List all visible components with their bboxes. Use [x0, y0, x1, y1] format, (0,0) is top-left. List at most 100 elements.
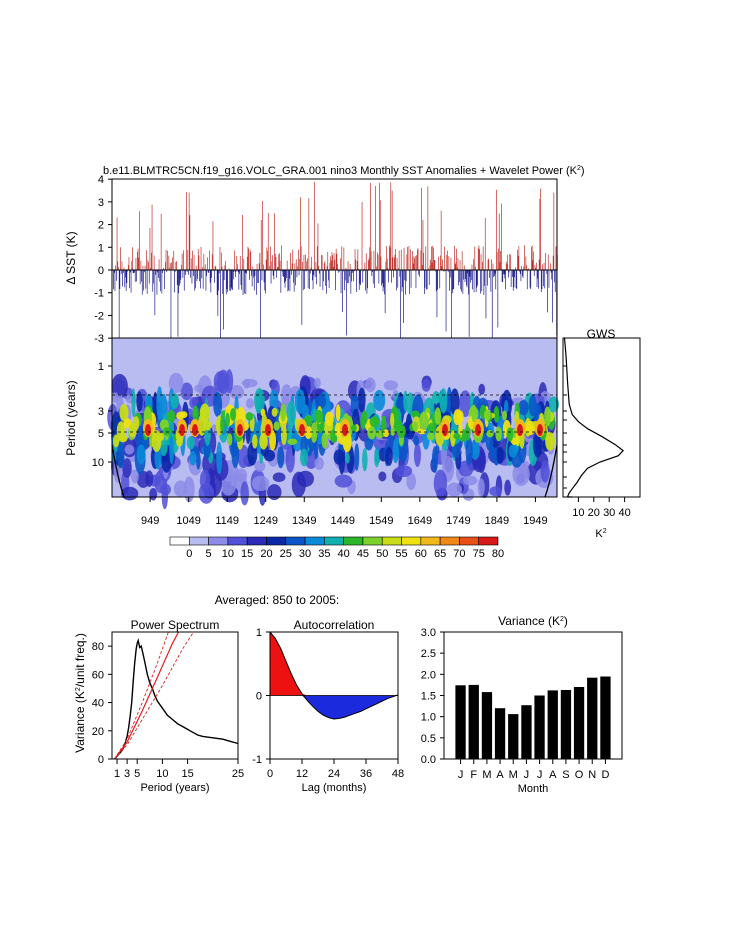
- sst-bar: [225, 261, 226, 270]
- variance-x-label: Month: [518, 783, 549, 795]
- sst-bar: [217, 270, 218, 295]
- sst-bar: [349, 270, 350, 276]
- sst-bar: [288, 270, 289, 292]
- wavelet-cell: [200, 470, 210, 492]
- sst-bar: [409, 270, 410, 294]
- colorbar-label: 65: [434, 548, 446, 560]
- sst-bar: [460, 260, 461, 270]
- sst-bar: [279, 253, 280, 270]
- sst-y-tick-label: 2: [98, 220, 104, 232]
- sst-bar: [181, 265, 182, 270]
- power-spectrum-x-tick-label: 10: [156, 768, 168, 780]
- sst-bar: [264, 270, 265, 282]
- sst-bar: [372, 270, 373, 276]
- sst-bar: [552, 270, 553, 323]
- sst-bar: [467, 270, 468, 273]
- sst-bar: [273, 270, 274, 276]
- sst-bar: [247, 257, 248, 270]
- variance-x-tick-label: J: [458, 769, 464, 781]
- wavelet-cell: [156, 386, 162, 420]
- sst-bar: [328, 270, 329, 280]
- wavelet-cell: [163, 427, 171, 435]
- sst-bar: [472, 265, 473, 270]
- variance-bar: [587, 678, 597, 759]
- sst-bar: [179, 270, 180, 286]
- sst-bar: [397, 258, 398, 270]
- sst-bar: [502, 270, 503, 282]
- sst-bar: [299, 259, 300, 270]
- sst-bar: [355, 249, 356, 270]
- sst-bar: [506, 262, 507, 270]
- sst-bar: [411, 270, 412, 288]
- sst-bar: [149, 270, 150, 284]
- wavelet-cell: [297, 471, 314, 487]
- variance-x-tick-label: F: [470, 769, 477, 781]
- sst-bar: [226, 270, 227, 294]
- colorbar-swatch: [324, 537, 343, 545]
- sst-bar: [192, 270, 193, 284]
- sst-bar: [466, 270, 467, 285]
- sst-bar: [393, 270, 394, 278]
- wavelet-x-tick-label: 1749: [446, 515, 470, 527]
- wavelet-cell: [334, 449, 345, 465]
- sst-bar: [399, 251, 400, 271]
- sst-y-tick-label: 3: [98, 197, 104, 209]
- sst-bar: [183, 250, 184, 270]
- sst-bar: [195, 270, 196, 288]
- sst-bar: [220, 270, 221, 338]
- sst-bar: [410, 250, 411, 270]
- wavelet-cell: [447, 482, 462, 496]
- sst-bar: [121, 270, 122, 274]
- sst-bar: [140, 270, 141, 284]
- sst-bar: [422, 265, 423, 270]
- sst-bar: [194, 255, 195, 270]
- wavelet-cell: [383, 429, 389, 437]
- wavelet-cell: [439, 388, 447, 413]
- sst-bar: [244, 270, 245, 294]
- sst-bar: [475, 267, 476, 271]
- wavelet-x-tick-label: 1149: [215, 515, 239, 527]
- sst-bar: [261, 220, 262, 270]
- sst-bar: [136, 270, 137, 282]
- sst-bar: [276, 257, 277, 270]
- sst-bar: [266, 260, 267, 270]
- sst-bar: [239, 270, 240, 290]
- sst-bar: [222, 270, 223, 294]
- sst-bar: [280, 261, 281, 270]
- variance-x-tick-label: O: [575, 769, 584, 781]
- wavelet-cell: [246, 412, 254, 421]
- sst-bar: [260, 270, 261, 338]
- sst-bar: [348, 270, 349, 283]
- sst-bar: [158, 270, 159, 278]
- wavelet-cell: [129, 423, 137, 438]
- sst-bar: [456, 249, 457, 270]
- sst-bar: [492, 270, 493, 338]
- wavelet-cell: [346, 453, 350, 464]
- wavelet-cell: [478, 384, 485, 395]
- sst-bar: [442, 266, 443, 270]
- sst-bar: [115, 266, 116, 271]
- wavelet-cell: [174, 480, 187, 496]
- sst-bar: [483, 247, 484, 271]
- sst-bar: [432, 246, 433, 270]
- sst-bar: [521, 270, 522, 281]
- sst-bar: [263, 265, 264, 271]
- sst-bar: [143, 266, 144, 270]
- colorbar-label: 40: [338, 548, 350, 560]
- colorbar-swatch: [247, 537, 266, 545]
- sst-bar: [556, 246, 557, 270]
- sst-bar: [316, 262, 317, 270]
- sst-bar: [384, 270, 385, 294]
- sst-bar: [185, 270, 186, 275]
- wavelet-cell: [535, 439, 540, 450]
- sst-bar: [402, 270, 403, 292]
- sst-bar: [431, 247, 432, 270]
- wavelet-x-tick-label: 1249: [253, 515, 277, 527]
- power-spectrum-x-tick-label: 25: [232, 768, 244, 780]
- colorbar-swatch: [344, 537, 363, 545]
- sst-bar: [362, 202, 363, 270]
- wavelet-cell: [254, 460, 265, 472]
- sst-bar: [197, 270, 198, 279]
- wavelet-cell: [280, 403, 286, 421]
